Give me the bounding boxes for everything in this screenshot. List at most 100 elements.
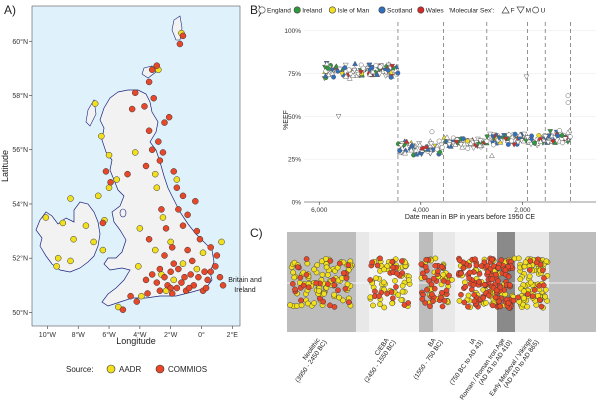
eef-point (360, 65, 366, 71)
eef-point (389, 63, 396, 70)
map-y-tick-label: 54°N (12, 200, 28, 208)
period-point-commios (342, 285, 349, 292)
period-point-commios (505, 273, 512, 280)
period-point-commios (431, 285, 438, 292)
map-point-commios (131, 89, 139, 97)
map-x-tick-label: 8°W (72, 331, 86, 339)
period-point-commios (422, 300, 428, 306)
eef-point (376, 71, 383, 77)
eef-point (429, 129, 435, 135)
period-point-aadr (380, 279, 387, 286)
eef-point (339, 71, 345, 77)
eef-plot-area (304, 22, 596, 202)
eef-point (331, 74, 336, 80)
map-point-commios (165, 113, 173, 121)
eef-point (489, 134, 496, 140)
period-point-aadr (367, 294, 374, 300)
map-point-commios (170, 260, 177, 267)
period-point-commios (430, 298, 436, 305)
period-point-aadr (483, 300, 489, 306)
eef-point (428, 141, 435, 147)
eef-point (545, 140, 552, 146)
panel-label-b: B) (250, 3, 262, 17)
eef-point (547, 129, 554, 135)
map-axes: 10°W 8°W 6°W 4°W 2°W 0° 2°E 60°N 58°N 56°N 54°N 52°… (12, 38, 238, 339)
period-point-commios (390, 295, 396, 302)
period-point-commios (489, 276, 496, 283)
eef-point (388, 74, 394, 80)
period-point-commios (313, 280, 320, 286)
ireland-landmass (35, 201, 101, 273)
map-point-aadr (67, 195, 74, 202)
period-point-commios (495, 264, 502, 271)
map-point-aadr (105, 184, 113, 191)
map-point-commios (219, 282, 227, 289)
eef-point (416, 141, 423, 148)
period-point-commios (289, 281, 296, 287)
period-point-commios (303, 256, 310, 262)
map-point-aadr (167, 238, 174, 246)
period-point-commios (481, 281, 488, 288)
period-point-aadr (290, 269, 296, 276)
period-point-commios (439, 289, 445, 296)
eef-point (434, 146, 440, 152)
eef-point (403, 138, 410, 144)
period-point-commios (480, 294, 487, 301)
period-point-commios (384, 290, 390, 297)
map-point-commios (153, 62, 161, 69)
period-point-commios (541, 275, 547, 281)
map-point-aadr (70, 235, 77, 243)
eef-point (565, 100, 571, 105)
map-point-commios (128, 105, 136, 113)
map-point-commios (99, 219, 107, 227)
period-point-commios (502, 267, 509, 274)
map-x-tick-label: 10°W (39, 331, 57, 339)
eef-point (523, 74, 530, 80)
eef-point (517, 131, 523, 137)
eef-point (550, 139, 556, 145)
legend-a-commios-swatch (155, 364, 165, 374)
map-point-commios (142, 162, 150, 170)
map-point-commios (145, 235, 153, 243)
shape-legend-title: 'Molecular Sex': (449, 8, 495, 15)
eef-point (487, 131, 493, 138)
eef-point (397, 148, 403, 154)
period-point-commios (471, 298, 478, 305)
map-y-tick-label: 56°N (12, 146, 28, 154)
period-point-commios (303, 271, 310, 278)
eef-point (342, 65, 348, 71)
period-point-commios (422, 264, 429, 270)
period-point-commios (345, 262, 352, 269)
period-point-aadr (521, 288, 527, 295)
period-point-commios (470, 281, 477, 288)
map-x-tick-label: 2°W (164, 331, 178, 339)
map-point-aadr (138, 292, 145, 300)
map-point-commios (204, 276, 211, 284)
period-point-commios (497, 284, 504, 291)
map-point-aadr (135, 263, 142, 270)
legend-b-swatch (417, 6, 425, 14)
period-point-commios (438, 263, 445, 270)
eef-y-tick-label: 75% (288, 71, 301, 78)
period-point-commios (440, 277, 447, 284)
map-y-label: Latitude (0, 150, 10, 182)
period-point-commios (438, 294, 444, 301)
map-point-aadr (42, 214, 50, 221)
period-point-commios (478, 263, 485, 269)
period-point-aadr (331, 291, 337, 298)
period-point-commios (505, 300, 512, 306)
map-point-aadr (170, 276, 177, 284)
period-point-commios (443, 287, 450, 294)
eef-point (477, 142, 483, 148)
eef-point (509, 138, 514, 144)
eef-point (358, 69, 364, 75)
map-point-commios (207, 244, 214, 251)
period-point-commios (292, 286, 298, 293)
map-point-commios (173, 184, 181, 191)
period-band (356, 232, 369, 332)
map-point-commios (148, 271, 156, 278)
map-point-aadr (53, 263, 60, 270)
map-point-commios (168, 244, 176, 251)
legend-b-label: Isle of Man (337, 8, 369, 15)
eef-point (366, 62, 373, 68)
